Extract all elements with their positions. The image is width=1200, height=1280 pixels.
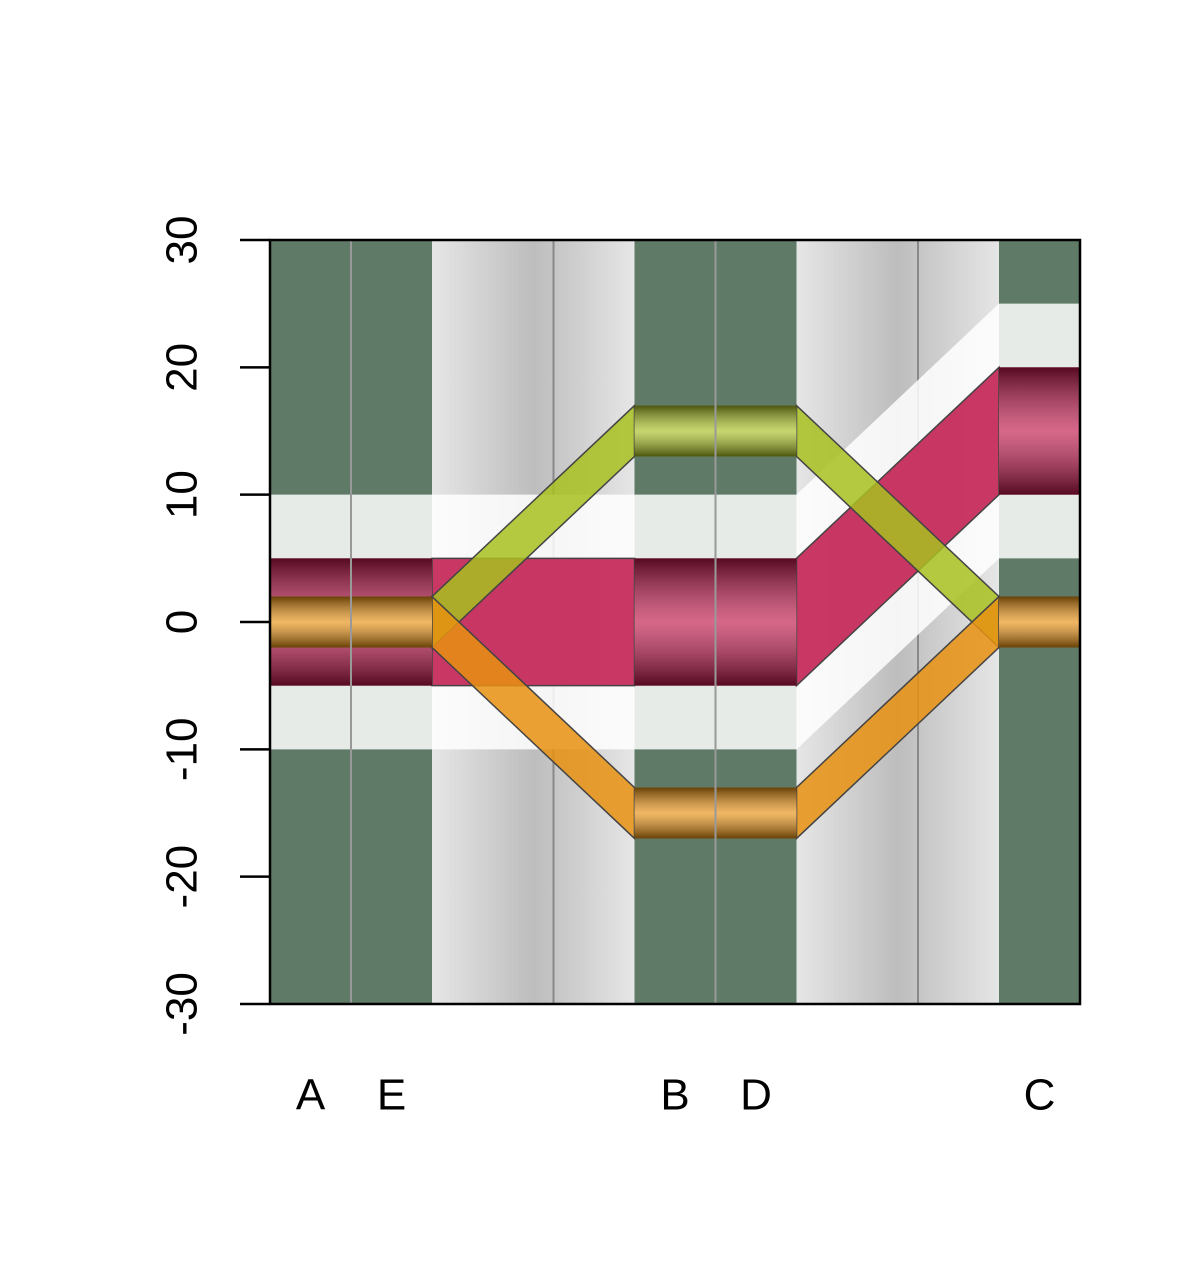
y-tick-label: 30 xyxy=(158,216,207,265)
band-shade xyxy=(999,367,1080,495)
band-shade xyxy=(634,558,716,686)
y-tick-label: 0 xyxy=(158,610,207,634)
band-shade xyxy=(999,596,1080,648)
y-tick-label: -30 xyxy=(158,972,207,1036)
band-shade xyxy=(715,787,797,839)
x-tick-label: E xyxy=(377,1071,406,1120)
x-tick-label: C xyxy=(1024,1071,1056,1120)
x-tick-label: D xyxy=(740,1071,772,1120)
y-tick-label: 10 xyxy=(158,470,207,519)
band-shade xyxy=(351,596,432,648)
x-tick-label: B xyxy=(660,1071,689,1120)
band-shade xyxy=(715,558,797,686)
band-shade xyxy=(715,405,797,457)
band-shade xyxy=(634,405,716,457)
y-tick-label: 20 xyxy=(158,343,207,392)
x-tick-label: A xyxy=(296,1071,326,1120)
y-tick-label: -10 xyxy=(158,718,207,782)
band-shade xyxy=(270,596,351,648)
bands xyxy=(270,240,1080,1004)
y-tick-label: -20 xyxy=(158,845,207,909)
band-shade xyxy=(634,787,716,839)
